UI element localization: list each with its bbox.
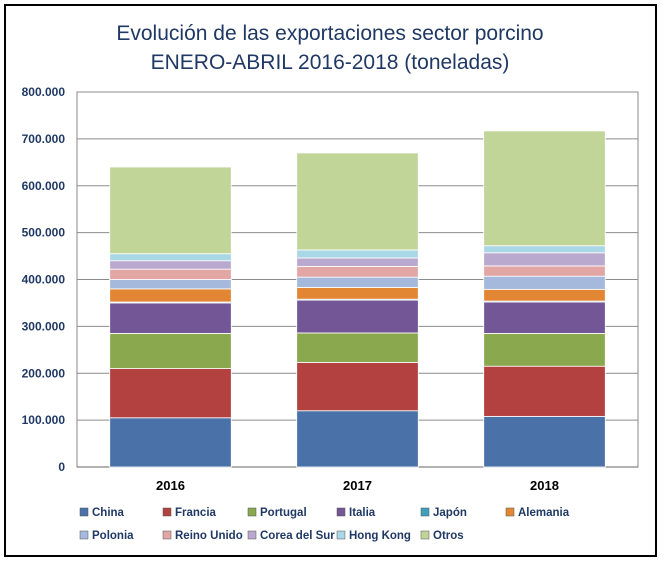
- bar-segment: [296, 249, 419, 259]
- legend-swatch: [162, 507, 172, 517]
- legend-label: Portugal: [260, 507, 307, 519]
- legend-label: China: [92, 507, 125, 519]
- bar-segment: [296, 410, 419, 468]
- legend-label: Hong Kong: [349, 530, 411, 542]
- bar-segment: [109, 288, 232, 303]
- bar-segment: [483, 288, 606, 302]
- legend-swatch: [79, 507, 89, 517]
- legend-label: Polonia: [92, 530, 134, 542]
- bar-segment: [483, 365, 606, 417]
- y-tick-label: 500.000: [22, 226, 66, 240]
- legend-swatch: [505, 507, 515, 517]
- y-tick-label: 200.000: [22, 366, 66, 380]
- legend-swatch: [336, 530, 346, 540]
- bar-segment: [296, 265, 419, 278]
- y-tick-label: 300.000: [22, 319, 66, 333]
- legend-label: Corea del Sur: [260, 530, 335, 542]
- bar-segment: [109, 260, 232, 270]
- bar-segment: [296, 152, 419, 251]
- chart-subtitle: ENERO-ABRIL 2016-2018 (toneladas): [151, 51, 510, 74]
- y-tick-label: 800.000: [22, 85, 66, 99]
- bar-segment: [483, 130, 606, 247]
- y-tick-label: 0: [58, 460, 65, 474]
- bar-segment: [296, 299, 419, 334]
- bar-segment: [483, 301, 606, 334]
- legend: China Francia Portugal Italia Japón Alemania P…: [79, 507, 570, 542]
- legend-swatch: [336, 507, 346, 517]
- legend-label: Japón: [433, 507, 467, 519]
- bar-segment: [109, 279, 232, 290]
- bar-segment: [296, 332, 419, 363]
- bar-segment: [296, 276, 419, 288]
- legend-swatch: [247, 530, 257, 540]
- x-tick-label: 2016: [156, 478, 185, 493]
- bar-segment: [109, 302, 232, 334]
- bar-segment: [483, 415, 606, 468]
- bar-segment: [296, 257, 419, 267]
- legend-swatch: [420, 530, 430, 540]
- legend-label: Francia: [175, 507, 217, 519]
- legend-label: Otros: [433, 530, 464, 542]
- legend-label: Alemania: [518, 507, 570, 519]
- bar-segment: [483, 252, 606, 267]
- bar-segment: [109, 417, 232, 468]
- bar-segment: [483, 245, 606, 254]
- bar-segment: [296, 287, 419, 300]
- legend-swatch: [420, 507, 430, 517]
- bar-segment: [109, 253, 232, 262]
- legend-swatch: [247, 507, 257, 517]
- bar-segment: [296, 362, 419, 412]
- y-tick-label: 400.000: [22, 273, 66, 287]
- y-tick-label: 100.000: [22, 413, 66, 427]
- y-tick-label: 700.000: [22, 132, 66, 146]
- legend-label: Reino Unido: [175, 530, 243, 542]
- x-tick-label: 2017: [343, 478, 372, 493]
- chart-title: Evolución de las exportaciones sector po…: [116, 22, 543, 45]
- bar-segment: [109, 268, 232, 280]
- bar-segment: [109, 333, 232, 369]
- bar-segment: [483, 265, 606, 277]
- legend-swatch: [162, 530, 172, 540]
- bar-segment: [483, 333, 606, 367]
- bar-segment: [483, 275, 606, 290]
- legend-swatch: [79, 530, 89, 540]
- bar-segment: [109, 368, 232, 419]
- x-tick-label: 2018: [530, 478, 559, 493]
- y-tick-label: 600.000: [22, 179, 66, 193]
- plot-area: 0 100.000 200.000 300.000 400.000 500.000 600.…: [22, 85, 639, 493]
- bar-segment: [109, 166, 232, 255]
- legend-label: Italia: [349, 507, 376, 519]
